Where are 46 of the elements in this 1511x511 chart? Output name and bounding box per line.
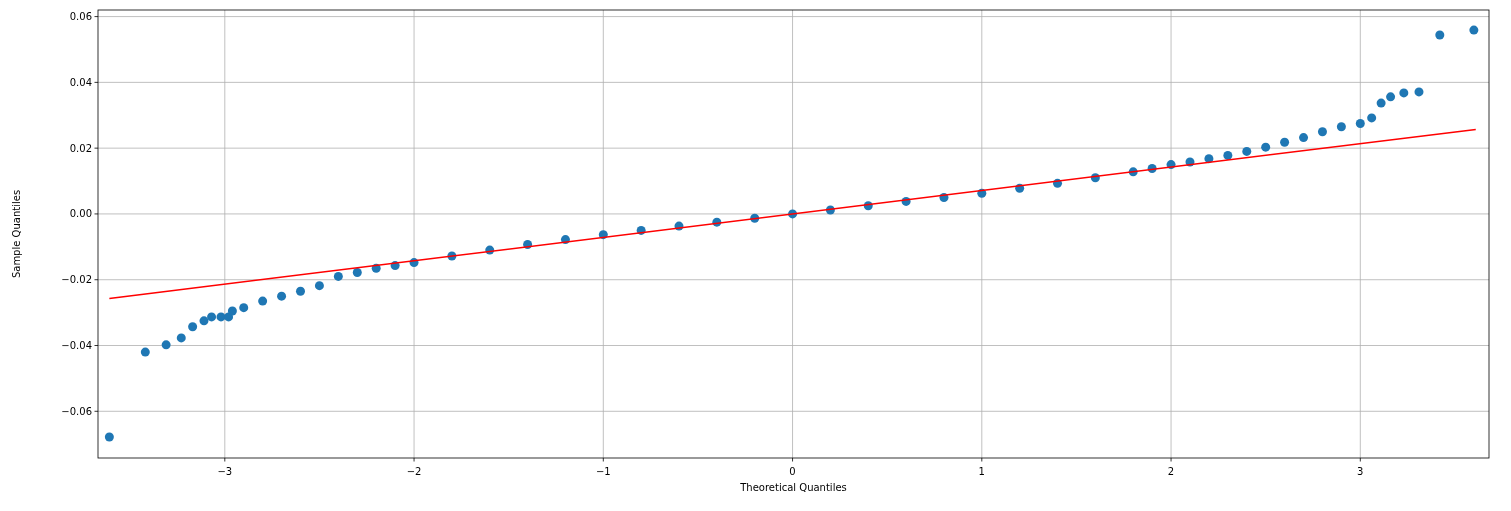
y-tick-label: 0.02 [69,142,92,154]
x-tick-label: −2 [406,466,422,477]
point [199,316,209,326]
point [1280,137,1290,147]
y-axis-title: Sample Quantiles [11,189,22,279]
x-tick-label: −1 [595,466,611,477]
point [1386,92,1396,102]
x-tick-label: −3 [217,466,233,477]
point [1399,88,1409,98]
y-tick-label: 0.04 [69,76,92,88]
point [1435,30,1445,40]
point [1336,122,1346,132]
x-tick-label: 0 [789,466,796,477]
point [239,303,249,313]
point [1242,146,1252,156]
point [176,333,186,343]
point [296,286,305,296]
x-tick-label: 2 [1167,466,1175,477]
point [333,271,343,281]
y-tick-label: 0.00 [69,208,92,220]
x-tick-label: 3 [1357,466,1364,477]
point [1367,113,1377,123]
y-tick-label: 0.06 [69,11,92,23]
y-tick-label: −0.06 [61,405,92,417]
point [1414,87,1424,97]
point [277,291,287,301]
x-tick-label: 1 [978,466,985,477]
y-tick-label: −0.04 [61,340,92,352]
point [314,281,324,291]
point [1355,118,1365,128]
point [140,347,150,357]
point [1261,142,1271,152]
y-tick-label: −0.02 [61,274,92,286]
point [104,432,114,442]
point [1317,127,1327,137]
point [1223,150,1233,160]
point [161,340,171,350]
x-axis-title: Theoretical Quantiles [739,482,847,493]
point [188,322,198,332]
point [352,267,362,277]
point [1469,25,1479,35]
point [1299,133,1309,143]
point [227,306,237,316]
point [207,312,217,322]
point [1376,98,1386,108]
point [258,296,268,306]
